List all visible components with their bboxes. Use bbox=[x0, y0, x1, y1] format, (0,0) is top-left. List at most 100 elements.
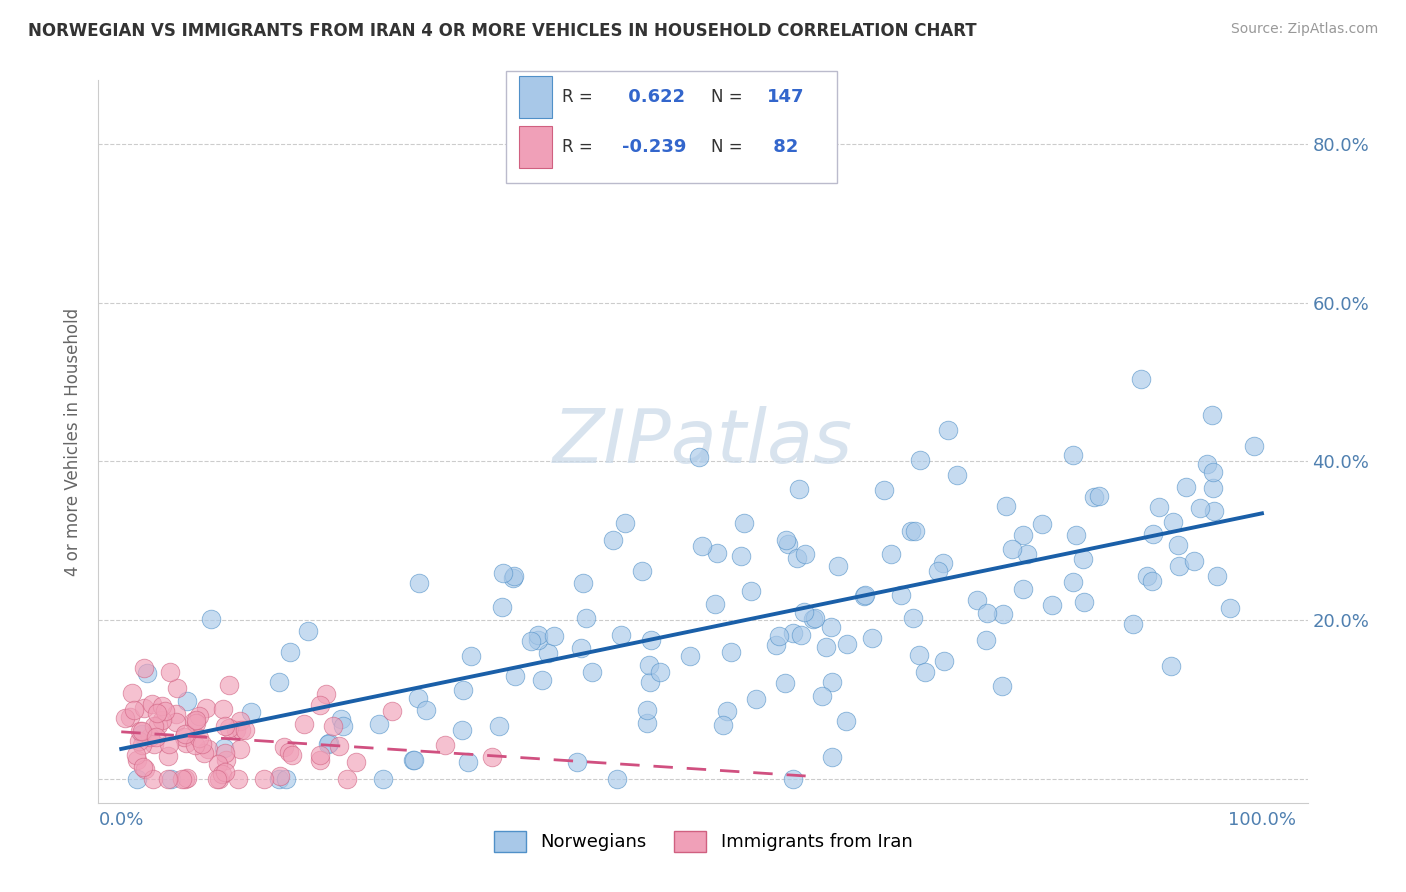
Point bbox=[1017, 547, 1039, 561]
Point bbox=[141, 698, 163, 712]
Point bbox=[332, 719, 354, 733]
Text: R =: R = bbox=[562, 138, 599, 156]
Point bbox=[1206, 569, 1229, 583]
Point bbox=[160, 772, 183, 786]
Point bbox=[1040, 598, 1063, 612]
Point bbox=[638, 675, 661, 690]
Point bbox=[176, 735, 198, 749]
Point bbox=[481, 750, 503, 764]
Legend: Norwegians, Immigrants from Iran: Norwegians, Immigrants from Iran bbox=[486, 823, 920, 859]
Point bbox=[165, 714, 187, 729]
Point bbox=[186, 716, 208, 731]
Point bbox=[991, 679, 1014, 693]
Point bbox=[531, 673, 554, 687]
Point bbox=[690, 539, 713, 553]
Point bbox=[711, 718, 734, 732]
Point bbox=[208, 772, 231, 786]
Point bbox=[328, 739, 350, 753]
Point bbox=[910, 452, 932, 467]
Point bbox=[1130, 372, 1153, 386]
Point bbox=[408, 576, 430, 591]
Point bbox=[450, 723, 472, 737]
Point bbox=[273, 739, 295, 754]
Point bbox=[901, 610, 924, 624]
Point bbox=[765, 638, 787, 652]
Point bbox=[811, 690, 834, 704]
Point bbox=[1012, 528, 1035, 542]
Point bbox=[827, 558, 849, 573]
Point bbox=[814, 640, 837, 654]
Point bbox=[155, 704, 177, 718]
Point bbox=[1160, 659, 1182, 673]
Point bbox=[231, 723, 253, 738]
Point bbox=[650, 665, 672, 680]
Point bbox=[183, 714, 205, 728]
Text: Source: ZipAtlas.com: Source: ZipAtlas.com bbox=[1230, 22, 1378, 37]
Point bbox=[184, 713, 207, 727]
Point bbox=[1161, 515, 1184, 529]
Point bbox=[1197, 457, 1219, 471]
Point bbox=[575, 611, 598, 625]
Point bbox=[786, 551, 808, 566]
Point bbox=[520, 633, 543, 648]
Point bbox=[688, 450, 710, 465]
Point bbox=[543, 629, 565, 643]
Point bbox=[630, 564, 652, 578]
Point bbox=[150, 699, 173, 714]
Point bbox=[966, 593, 988, 607]
Point bbox=[1202, 504, 1225, 518]
Text: R =: R = bbox=[562, 88, 599, 106]
Point bbox=[131, 738, 153, 752]
Point bbox=[537, 647, 560, 661]
Point bbox=[131, 724, 153, 739]
Point bbox=[197, 742, 219, 756]
Point bbox=[159, 665, 181, 679]
Point bbox=[638, 658, 661, 673]
Point bbox=[128, 734, 150, 748]
Text: -0.239: -0.239 bbox=[621, 138, 686, 156]
Point bbox=[344, 755, 367, 769]
Point bbox=[229, 742, 252, 756]
Point bbox=[744, 692, 766, 706]
Point bbox=[239, 706, 262, 720]
Point bbox=[706, 546, 728, 560]
Point bbox=[994, 500, 1017, 514]
Point bbox=[316, 737, 339, 751]
Point bbox=[602, 533, 624, 547]
Point bbox=[315, 687, 337, 701]
Point bbox=[165, 707, 187, 722]
Point bbox=[194, 701, 217, 715]
Point bbox=[853, 588, 876, 602]
Point bbox=[176, 771, 198, 785]
Point bbox=[218, 678, 240, 692]
Point bbox=[835, 637, 858, 651]
Point bbox=[789, 628, 811, 642]
Point bbox=[408, 691, 430, 706]
Point bbox=[173, 730, 195, 744]
Y-axis label: 4 or more Vehicles in Household: 4 or more Vehicles in Household bbox=[65, 308, 83, 575]
Point bbox=[1001, 542, 1024, 557]
Point bbox=[453, 683, 475, 698]
Point bbox=[932, 556, 955, 570]
Point bbox=[1062, 574, 1084, 589]
Point bbox=[381, 704, 404, 718]
Point bbox=[281, 748, 304, 763]
Point bbox=[581, 665, 603, 679]
Point bbox=[1175, 480, 1198, 494]
Point bbox=[1031, 517, 1053, 532]
Point bbox=[793, 547, 815, 561]
Point bbox=[433, 738, 456, 752]
Text: 82: 82 bbox=[768, 138, 799, 156]
Point bbox=[122, 703, 145, 717]
Point bbox=[1219, 601, 1241, 615]
Point bbox=[1184, 554, 1206, 568]
Point bbox=[880, 547, 903, 561]
Point bbox=[527, 628, 550, 642]
Point bbox=[157, 737, 180, 751]
Point bbox=[297, 624, 319, 638]
Point bbox=[170, 772, 193, 786]
Point bbox=[492, 566, 515, 580]
Point bbox=[146, 706, 169, 720]
Point bbox=[125, 747, 148, 762]
Point bbox=[207, 757, 229, 772]
